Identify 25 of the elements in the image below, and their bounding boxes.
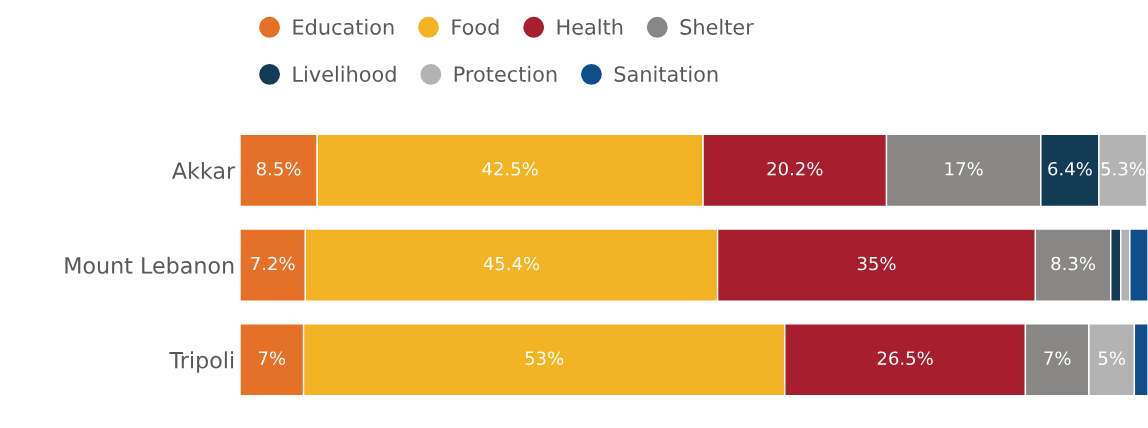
data-label: 26.5% xyxy=(877,351,933,366)
legend-label: Health xyxy=(557,18,623,35)
data-label: 7% xyxy=(1044,351,1071,366)
data-label: 5% xyxy=(1098,351,1126,366)
legend-label: Food xyxy=(452,18,499,35)
data-label: 7% xyxy=(258,351,286,366)
legend-label: Protection xyxy=(454,65,557,82)
y-tick-label: Mount Lebanon xyxy=(65,256,234,274)
data-label: 42.5% xyxy=(482,161,538,176)
data-label: 35% xyxy=(857,256,896,271)
legend-label: Sanitation xyxy=(614,65,718,82)
data-label: 6.4% xyxy=(1048,161,1092,176)
data-label: 7.2% xyxy=(251,256,295,271)
y-tick-label: Akkar xyxy=(172,161,236,180)
legend-label: Livelihood xyxy=(293,65,396,82)
data-label: 17% xyxy=(945,161,983,176)
y-tick-label: Tripoli xyxy=(169,351,234,373)
data-label: 8.3% xyxy=(1051,256,1096,271)
data-label: 53% xyxy=(525,351,564,366)
data-label: 8.5% xyxy=(256,161,301,176)
data-label: 45.4% xyxy=(483,256,540,271)
data-label: 5.3% xyxy=(1101,161,1145,176)
data-label: 20.2% xyxy=(767,161,823,176)
legend-label: Shelter xyxy=(680,18,754,35)
legend-label: Education xyxy=(293,18,394,35)
